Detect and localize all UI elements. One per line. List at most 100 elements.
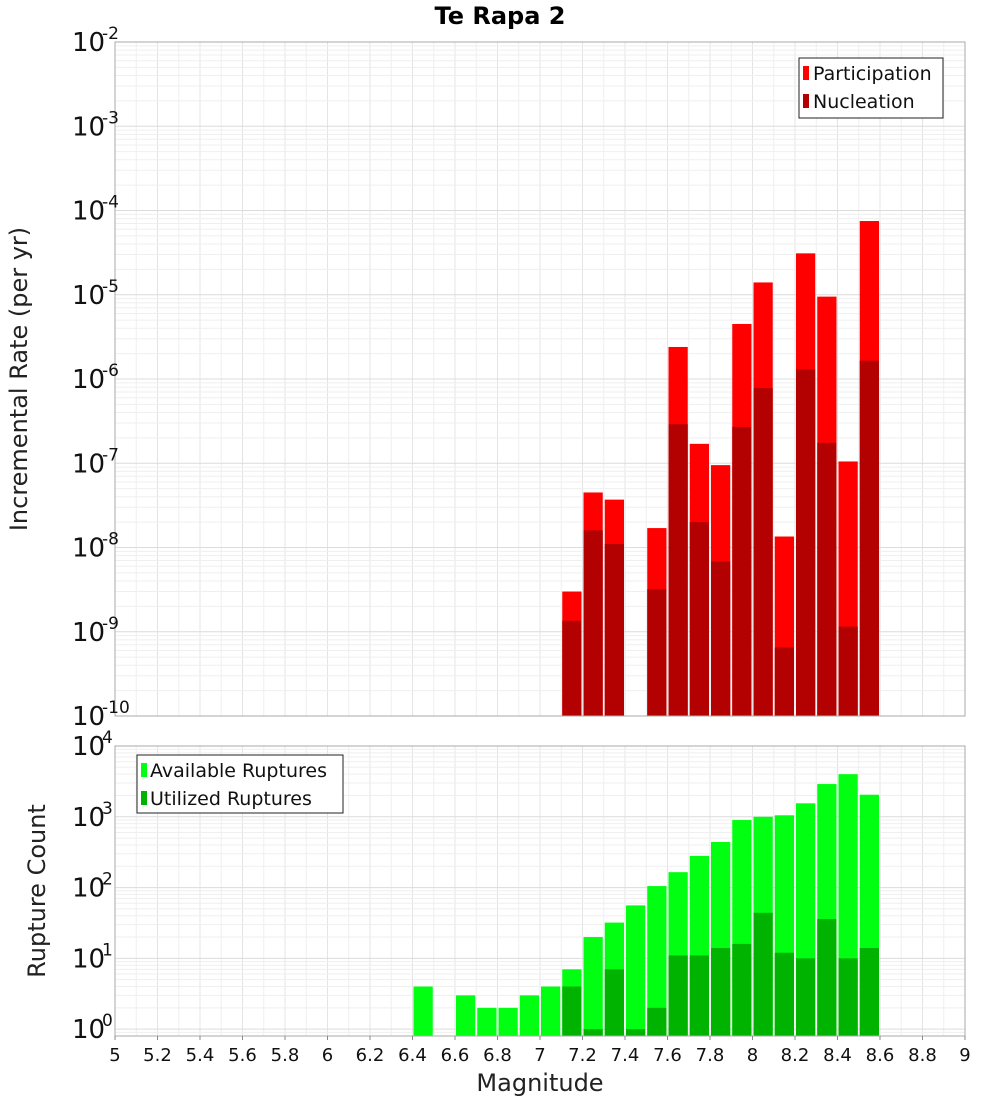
rupture-bar-utilized-ruptures <box>817 918 837 1036</box>
legend-swatch-participation <box>803 66 809 80</box>
rate-y-tick-base: 10 <box>72 618 105 648</box>
rate-y-tick-exponent: -8 <box>102 530 119 550</box>
rupture-bar-available-ruptures <box>498 1007 518 1036</box>
rupture-bar-utilized-ruptures <box>838 958 858 1036</box>
rupture-bar-available-ruptures <box>413 986 433 1036</box>
rupture-bar-utilized-ruptures <box>774 952 794 1036</box>
rupture-plot-bars <box>413 774 879 1036</box>
x-tick-label: 8.8 <box>908 1045 937 1066</box>
legend-label-nucleation: Nucleation <box>813 91 915 113</box>
rate-y-tick-exponent: -9 <box>102 614 119 634</box>
chart-title: Te Rapa 2 <box>435 2 566 30</box>
rate-y-tick-base: 10 <box>72 449 105 479</box>
rupture-bar-available-ruptures <box>541 986 561 1036</box>
rupture-bar-utilized-ruptures <box>753 912 773 1036</box>
rate-bar-nucleation <box>711 561 731 716</box>
rate-bar-nucleation <box>689 522 709 716</box>
x-tick-label: 8.4 <box>823 1045 852 1066</box>
x-tick-label: 6.8 <box>483 1045 512 1066</box>
legend-swatch-nucleation <box>803 94 809 108</box>
rate-bar-nucleation <box>796 369 816 716</box>
x-tick-label: 8 <box>747 1045 758 1066</box>
rate-y-tick-exponent: -6 <box>102 361 119 381</box>
rupture-bar-available-ruptures <box>519 995 539 1036</box>
rupture-bar-available-ruptures <box>626 905 646 1036</box>
rate-y-tick-base: 10 <box>72 197 105 227</box>
rate-y-tick-exponent: -4 <box>102 193 119 213</box>
x-tick-label: 6.4 <box>398 1045 427 1066</box>
rupture-y-tick-base: 10 <box>72 944 105 974</box>
rupture-bar-utilized-ruptures <box>732 943 752 1036</box>
rate-y-tick-base: 10 <box>72 281 105 311</box>
rupture-y-tick-exponent: 2 <box>102 870 113 890</box>
rate-bar-nucleation <box>647 589 667 716</box>
x-tick-label: 5.6 <box>228 1045 257 1066</box>
x-tick-label: 5.4 <box>186 1045 215 1066</box>
x-tick-label: 7.4 <box>611 1045 640 1066</box>
legend-swatch-available <box>141 763 147 777</box>
rate-bar-nucleation <box>583 530 603 716</box>
rate-y-tick-exponent: -3 <box>102 108 119 128</box>
rupture-y-tick-base: 10 <box>72 803 105 833</box>
rupture-bar-utilized-ruptures <box>689 955 709 1036</box>
rupture-bar-available-ruptures <box>583 937 603 1036</box>
rupture-plot-legend-box <box>136 754 344 814</box>
x-tick-label: 7.2 <box>568 1045 597 1066</box>
rate-y-tick-exponent: -10 <box>102 698 130 718</box>
rupture-y-tick-exponent: 3 <box>102 799 113 819</box>
rupture-y-tick-base: 10 <box>72 874 105 904</box>
rupture-bar-utilized-ruptures <box>711 948 731 1036</box>
x-tick-label: 5.2 <box>143 1045 172 1066</box>
rupture-plot-legend: Available Ruptures Utilized Ruptures <box>136 754 344 814</box>
legend-swatch-utilized <box>141 791 147 805</box>
rate-bar-nucleation <box>774 647 794 716</box>
rate-y-tick-exponent: -7 <box>102 445 119 465</box>
x-axis-ticks: 5 5.2 5.4 5.6 5.8 6 6.2 6.4 6.6 6.8 7 7.2 7.4 7.6 7.8 8… <box>109 1036 971 1066</box>
x-tick-label: 6.6 <box>441 1045 470 1066</box>
rupture-bar-utilized-ruptures <box>562 986 582 1036</box>
rate-bar-nucleation <box>562 620 582 716</box>
x-tick-label: 6.2 <box>356 1045 385 1066</box>
rate-y-tick-base: 10 <box>72 534 105 564</box>
rupture-bar-utilized-ruptures <box>859 948 879 1036</box>
rate-y-tick-base: 10 <box>72 112 105 142</box>
rate-bar-nucleation <box>859 360 879 716</box>
rate-plot-legend: Participation Nucleation <box>798 57 944 119</box>
rupture-bar-utilized-ruptures <box>647 1007 667 1036</box>
x-tick-label: 9 <box>959 1045 970 1066</box>
rupture-bar-available-ruptures <box>456 995 476 1036</box>
rupture-bar-available-ruptures <box>647 886 667 1036</box>
x-tick-label: 8.6 <box>866 1045 895 1066</box>
rate-bar-nucleation <box>753 388 773 716</box>
rupture-bar-utilized-ruptures <box>583 1029 603 1036</box>
rupture-y-tick-exponent: 0 <box>102 1011 113 1031</box>
rupture-bar-utilized-ruptures <box>626 1029 646 1036</box>
rate-bar-nucleation <box>604 544 624 716</box>
rate-bar-nucleation <box>732 426 752 716</box>
rupture-bar-utilized-ruptures <box>668 955 688 1036</box>
rupture-y-tick-exponent: 4 <box>102 728 113 748</box>
rupture-y-tick-base: 10 <box>72 732 105 762</box>
x-tick-label: 7.8 <box>696 1045 725 1066</box>
rate-plot-grid <box>114 42 966 717</box>
rate-y-tick-base: 10 <box>72 702 105 732</box>
rupture-plot-y-axis-label: Rupture Count <box>23 804 51 978</box>
x-tick-label: 7.6 <box>653 1045 682 1066</box>
rupture-y-tick-exponent: 1 <box>102 940 113 960</box>
x-tick-label: 6 <box>322 1045 333 1066</box>
rupture-bar-utilized-ruptures <box>604 969 624 1036</box>
rate-y-tick-base: 10 <box>72 365 105 395</box>
rupture-bar-available-ruptures <box>477 1007 497 1036</box>
legend-label-available: Available Ruptures <box>150 760 327 782</box>
rate-plot-legend-box <box>798 57 944 119</box>
x-tick-label: 8.2 <box>781 1045 810 1066</box>
rupture-y-tick-base: 10 <box>72 1015 105 1045</box>
rate-y-tick-base: 10 <box>72 28 105 58</box>
legend-label-utilized: Utilized Ruptures <box>150 788 312 810</box>
rate-plot-frame <box>114 41 966 717</box>
